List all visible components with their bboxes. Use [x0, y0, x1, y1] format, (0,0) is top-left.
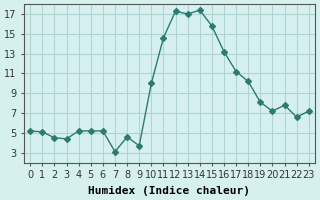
X-axis label: Humidex (Indice chaleur): Humidex (Indice chaleur) [89, 186, 251, 196]
